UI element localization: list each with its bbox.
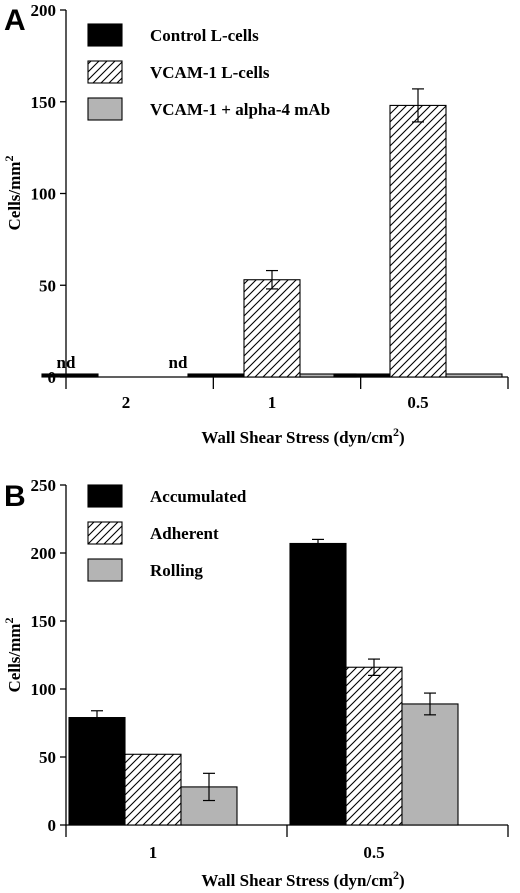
y-tick-label: 150 — [31, 93, 57, 112]
y-tick-label: 150 — [31, 612, 57, 631]
y-axis-label: Cells/mm2 — [2, 618, 24, 693]
y-tick-label: 100 — [31, 680, 57, 699]
bar — [124, 753, 182, 826]
bar — [401, 703, 459, 826]
legend-label: Accumulated — [150, 487, 247, 506]
bar — [243, 279, 301, 378]
x-axis-label: Wall Shear Stress (dyn/cm2) — [201, 868, 404, 890]
bar — [389, 104, 447, 378]
bar — [345, 666, 403, 826]
y-axis-label: Cells/mm2 — [2, 156, 24, 231]
y-tick-label: 200 — [31, 1, 57, 20]
legend-label: Control L-cells — [150, 26, 259, 45]
nd-annotation: nd — [169, 353, 188, 372]
x-axis-label: Wall Shear Stress (dyn/cm2) — [201, 425, 404, 447]
panel-b-legend: Accumulated Adherent Rolling — [87, 484, 247, 582]
y-tick-label: 200 — [31, 544, 57, 563]
bar — [68, 717, 126, 826]
x-tick-label: 2 — [122, 393, 131, 412]
legend-label: Rolling — [150, 561, 203, 580]
legend-swatch — [87, 97, 123, 121]
x-tick-label: 0.5 — [407, 393, 428, 412]
panel-b-letter: B — [4, 480, 26, 513]
bar — [41, 373, 99, 378]
bar — [445, 373, 503, 378]
x-tick-label: 1 — [149, 843, 158, 862]
legend-swatch — [87, 60, 123, 84]
legend-label: VCAM-1 + alpha-4 mAb — [150, 100, 330, 119]
bar — [333, 373, 391, 378]
panel-a-legend: Control L-cells VCAM-1 L-cells VCAM-1 + al… — [87, 23, 330, 121]
bar — [187, 373, 245, 378]
legend-swatch — [87, 484, 123, 508]
panel-a-letter: A — [4, 4, 26, 37]
x-tick-label: 0.5 — [363, 843, 384, 862]
legend-label: VCAM-1 L-cells — [150, 63, 270, 82]
legend-swatch — [87, 23, 123, 47]
y-tick-label: 250 — [31, 476, 57, 495]
nd-annotation: nd — [57, 353, 76, 372]
legend-label: Adherent — [150, 524, 219, 543]
legend-swatch — [87, 558, 123, 582]
y-tick-label: 0 — [48, 816, 57, 835]
y-tick-label: 100 — [31, 185, 57, 204]
panel-b-axes: 0 50 100 150 200 250 1 0.5 Cells/mm2 Wall Shear S… — [2, 476, 509, 890]
panel-b: B 0 50 100 150 200 250 1 0.5 Cells/mm2 Wall Shear… — [2, 476, 509, 890]
bar — [289, 542, 347, 826]
y-tick-label: 50 — [39, 748, 56, 767]
y-tick-label: 50 — [39, 276, 56, 295]
x-tick-label: 1 — [268, 393, 277, 412]
legend-swatch — [87, 521, 123, 545]
